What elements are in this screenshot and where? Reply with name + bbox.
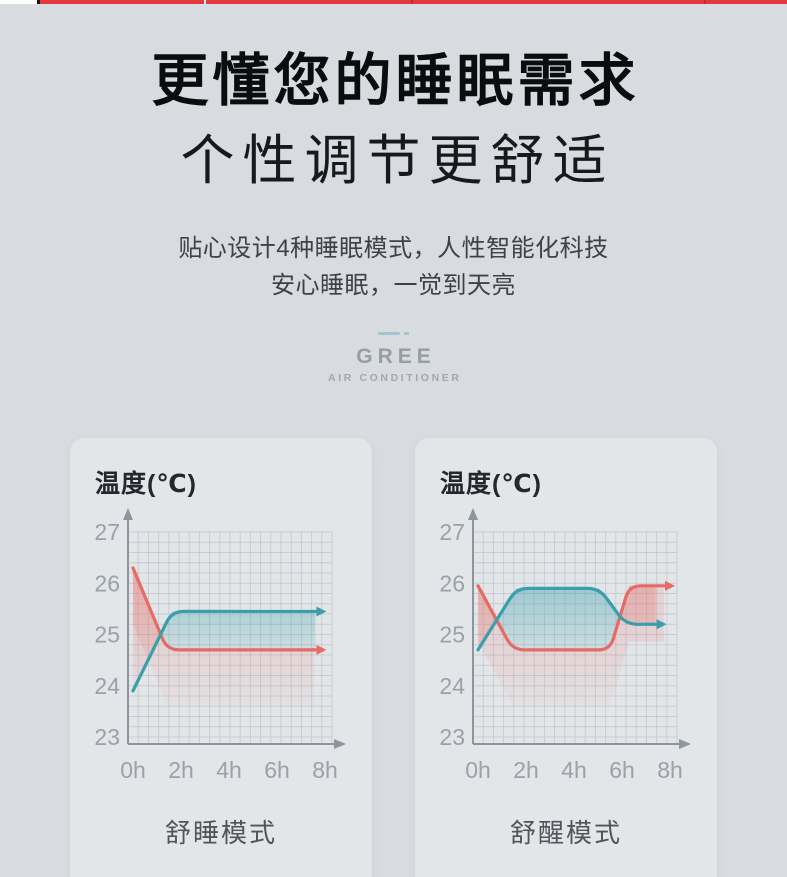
mode-label-wake: 舒醒模式 [509, 818, 622, 848]
dash-line [378, 331, 400, 335]
svg-text:23: 23 [94, 724, 120, 750]
svg-text:27: 27 [94, 519, 120, 545]
brand-logo: GREE AIR CONDITIONER [0, 345, 787, 384]
svg-text:23: 23 [439, 724, 465, 750]
description-line-2: 安心睡眠，一觉到天亮 [271, 272, 516, 299]
top-bar-red-strip [40, 0, 787, 4]
mode-label-sleep: 舒睡模式 [164, 818, 277, 848]
svg-text:8h: 8h [657, 757, 683, 783]
top-bar-tick [704, 0, 706, 4]
brand-tagline: AIR CONDITIONER [328, 372, 462, 384]
brand-name: GREE [356, 345, 436, 368]
top-bar-tick [204, 0, 206, 4]
chart-title: 温度(℃) [440, 470, 542, 498]
svg-text:25: 25 [94, 622, 120, 648]
sleep-mode-card: 27 26 25 24 23 0h 2h 4h 6h 8h 温度(℃) 舒睡模式 [70, 438, 372, 877]
svg-text:0h: 0h [465, 757, 491, 783]
wake-mode-card: 27 26 25 24 23 0h 2h 4h 6h 8h 温度(℃) 舒醒模式 [415, 438, 717, 877]
subheadline: 个性调节更舒适 [180, 131, 615, 191]
svg-text:4h: 4h [561, 757, 587, 783]
svg-text:25: 25 [439, 622, 465, 648]
svg-text:2h: 2h [168, 757, 194, 783]
svg-text:8h: 8h [312, 757, 338, 783]
svg-text:24: 24 [439, 673, 465, 699]
svg-text:0h: 0h [120, 757, 146, 783]
description-line-1: 贴心设计4种睡眠模式，人性智能化科技 [178, 235, 609, 262]
svg-text:26: 26 [94, 570, 120, 596]
headline: 更懂您的睡眠需求 [151, 49, 640, 113]
svg-text:27: 27 [439, 519, 465, 545]
dash-dot [404, 331, 409, 335]
svg-text:6h: 6h [609, 757, 635, 783]
svg-text:2h: 2h [513, 757, 539, 783]
description-text: 贴心设计4种睡眠模式，人性智能化科技 安心睡眠，一觉到天亮 [0, 230, 787, 304]
svg-text:4h: 4h [216, 757, 242, 783]
top-bar-white-segment [0, 0, 37, 4]
svg-text:6h: 6h [264, 757, 290, 783]
svg-text:24: 24 [94, 673, 120, 699]
svg-text:26: 26 [439, 570, 465, 596]
chart-title: 温度(℃) [95, 470, 197, 498]
decorative-dash [0, 331, 787, 335]
top-banner-bar [0, 0, 787, 4]
top-bar-dark-divider [37, 0, 40, 4]
top-bar-tick [411, 0, 413, 4]
